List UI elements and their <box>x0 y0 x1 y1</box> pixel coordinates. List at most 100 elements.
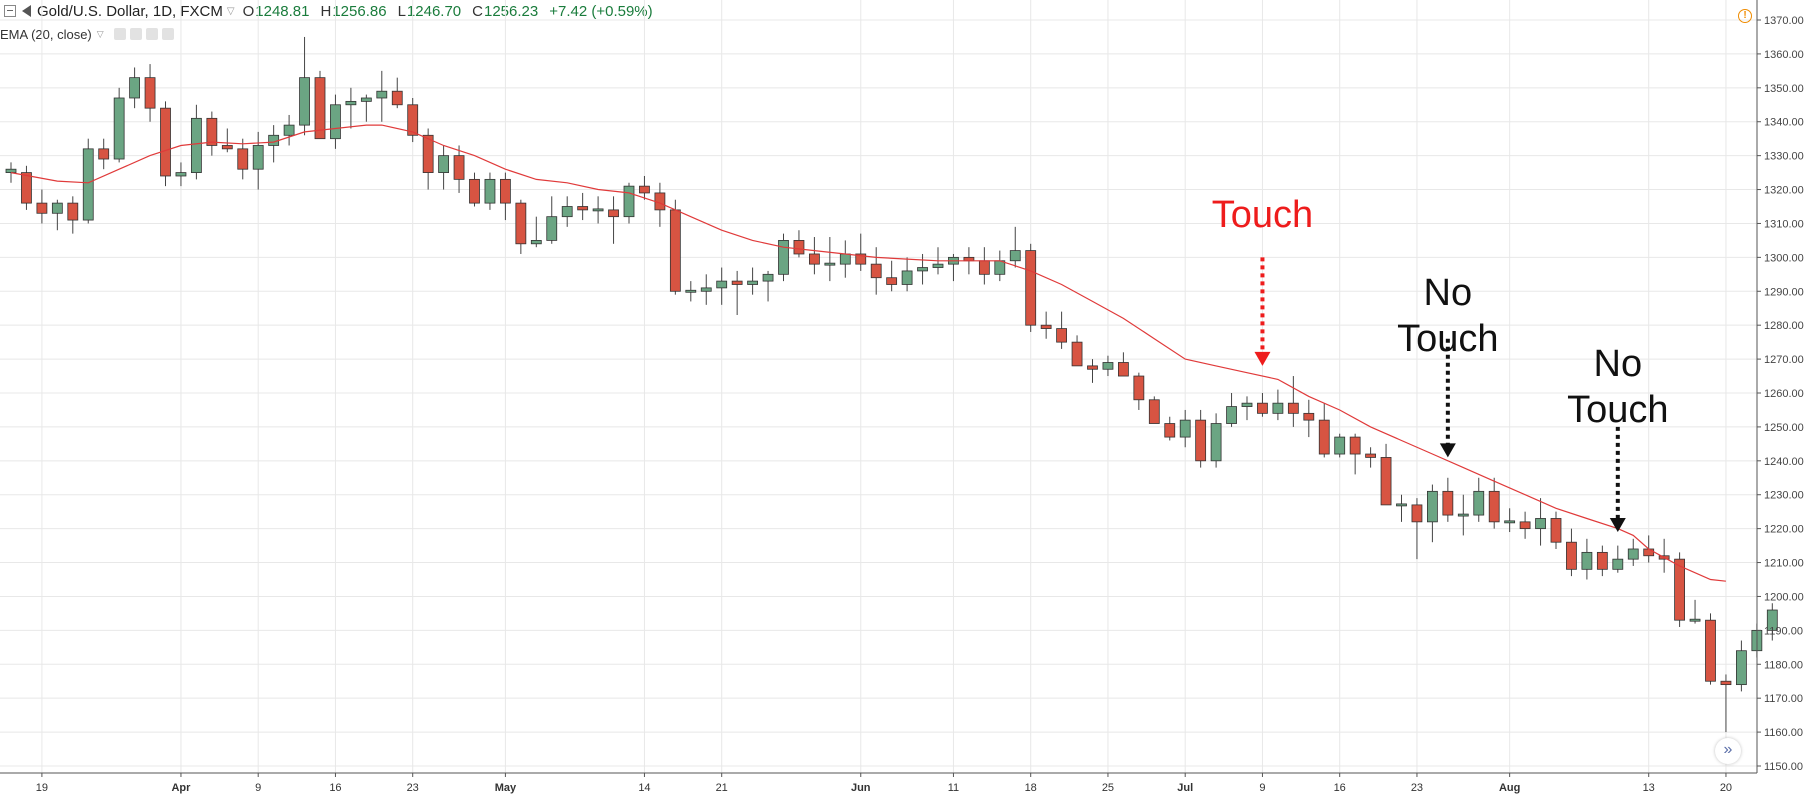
candle <box>1566 528 1577 577</box>
candle-body <box>1071 341 1083 367</box>
y-tick-label: 1210.00 <box>1764 558 1804 570</box>
candle-body <box>67 202 79 221</box>
candle <box>1148 396 1160 424</box>
candle-body <box>1427 490 1438 523</box>
symbol-title[interactable]: Gold/U.S. Dollar, 1D, FXCM <box>37 2 223 20</box>
candle <box>1488 477 1500 529</box>
candle-body <box>1674 558 1685 621</box>
candle-body <box>1473 490 1485 516</box>
x-tick-label: 16 <box>1334 782 1346 794</box>
candle <box>778 233 789 282</box>
candle-body <box>1365 453 1376 458</box>
hide-indicator-icon[interactable] <box>113 28 126 40</box>
candle <box>407 97 419 143</box>
candle <box>1720 674 1732 733</box>
candle <box>530 216 542 248</box>
change-value: +7.42 (+0.59%) <box>549 2 653 20</box>
candle <box>391 77 403 109</box>
candle-body <box>1226 406 1237 424</box>
candle-body <box>1612 558 1624 570</box>
candle <box>561 196 573 227</box>
candle <box>1334 433 1346 458</box>
candle-body <box>608 209 619 218</box>
candle <box>1056 311 1067 349</box>
candle-body <box>1195 419 1207 462</box>
candle <box>1179 409 1191 448</box>
high-value: 1256.86 <box>332 2 387 20</box>
candle-body <box>391 90 403 106</box>
settings-icon[interactable] <box>129 28 142 40</box>
candle <box>731 270 743 316</box>
candle-body <box>469 178 480 204</box>
scroll-to-realtime-icon[interactable]: » <box>1715 738 1741 764</box>
candle <box>499 172 511 221</box>
annotation-label: No <box>1424 272 1473 314</box>
candle-body <box>623 185 635 218</box>
x-tick-label: 14 <box>638 782 650 794</box>
candle <box>175 162 187 187</box>
annotation-touch: Touch <box>1212 194 1313 366</box>
candle <box>453 145 465 193</box>
candle-body <box>484 178 496 204</box>
open-label: O <box>242 2 255 20</box>
high-label: H <box>320 2 332 20</box>
candle-body <box>886 277 898 285</box>
candle <box>700 274 712 305</box>
remove-indicator-icon[interactable] <box>161 28 174 40</box>
candle <box>206 111 218 156</box>
candle-body <box>175 172 187 177</box>
candle <box>1766 603 1778 641</box>
candle-body <box>283 124 295 136</box>
candle <box>1118 352 1129 377</box>
candle-body <box>21 172 32 204</box>
candle-body <box>577 206 589 211</box>
candle-body <box>747 280 758 285</box>
candle <box>1504 508 1516 533</box>
candle <box>546 196 558 244</box>
candle <box>1519 511 1531 539</box>
more-icon[interactable] <box>145 28 158 40</box>
candle-body <box>685 289 697 293</box>
collapse-legend-icon[interactable] <box>4 5 16 17</box>
chevron-down-icon[interactable]: ▽ <box>226 5 235 17</box>
x-tick-label: Jul <box>1177 782 1193 794</box>
y-tick-label: 1190.00 <box>1764 625 1803 637</box>
x-tick-label: May <box>495 782 517 794</box>
candle <box>608 196 619 244</box>
candle-body <box>1349 436 1361 455</box>
candle-body <box>561 206 573 218</box>
candle-body <box>1411 504 1423 523</box>
candle <box>1581 538 1593 580</box>
candle <box>330 94 341 149</box>
candle-body <box>700 287 712 292</box>
candle-body <box>438 155 450 173</box>
candle-body <box>1380 457 1392 506</box>
candle <box>252 131 264 190</box>
candle-body <box>592 208 604 212</box>
alert-icon[interactable]: ! <box>1738 9 1752 23</box>
candle <box>685 281 697 302</box>
candle-body <box>1396 503 1407 507</box>
candle <box>1427 484 1438 543</box>
candle <box>1442 477 1454 522</box>
candle <box>870 247 882 295</box>
candle-body <box>1009 250 1021 262</box>
candle-body <box>731 280 743 285</box>
candle <box>1257 393 1268 417</box>
candle <box>1612 545 1624 573</box>
x-tick-label: 25 <box>1102 782 1114 794</box>
candle-body <box>1287 402 1299 414</box>
indicator-chevron-icon[interactable]: ▽ <box>96 28 104 39</box>
candle-body <box>515 202 527 245</box>
candle-body <box>36 202 48 214</box>
y-tick-label: 1290.00 <box>1764 286 1804 298</box>
low-label: L <box>397 2 406 20</box>
candle <box>221 128 233 153</box>
x-tick-label: 23 <box>1411 782 1423 794</box>
candle-body <box>1056 328 1067 343</box>
candle-body <box>1535 518 1546 530</box>
indicator-label[interactable]: EMA (20, close) <box>0 26 92 42</box>
candle-body <box>1133 375 1145 401</box>
